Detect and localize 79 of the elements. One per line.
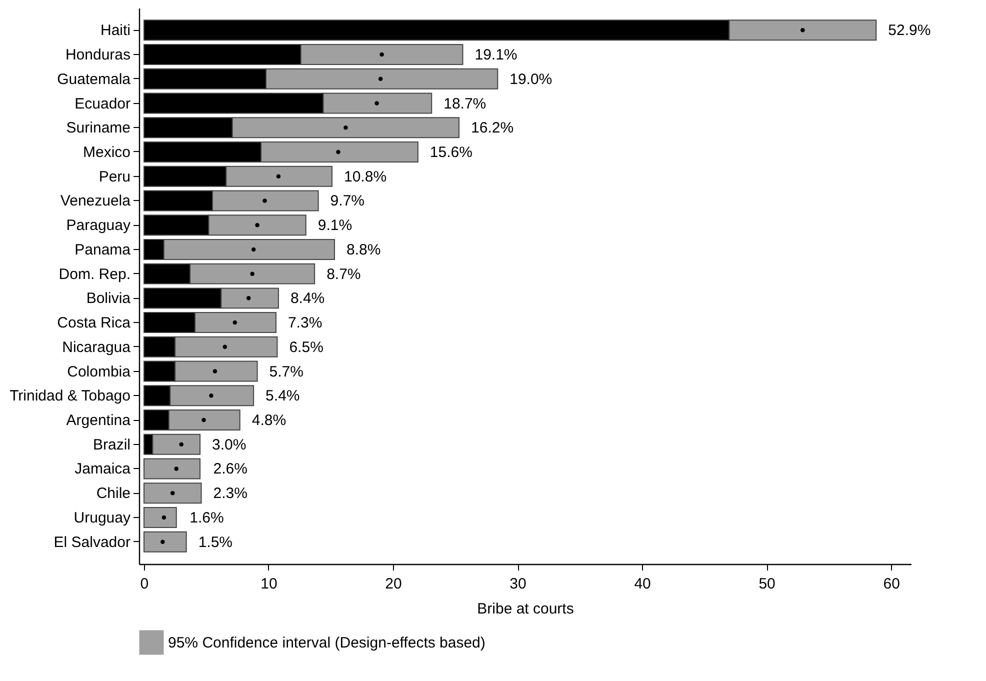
y-tick-label: Argentina	[66, 412, 132, 430]
y-tick-label: Peru	[98, 168, 130, 186]
y-tick-label: Mexico	[82, 144, 130, 161]
point	[251, 247, 256, 252]
annotation: 9.1%	[318, 217, 352, 234]
x-tick-label: 40	[634, 576, 651, 592]
point	[374, 101, 379, 106]
point	[378, 76, 383, 82]
point	[380, 52, 384, 57]
annotation: 7.3%	[288, 314, 322, 332]
y-tick-label: Guatemala	[57, 70, 132, 88]
annotation: 5.4%	[266, 388, 300, 405]
point	[262, 198, 267, 203]
annotation: 8.8%	[346, 241, 381, 258]
point	[170, 490, 175, 496]
annotation: 4.8%	[252, 412, 286, 430]
y-tick-label: Brazil	[92, 436, 130, 454]
point	[255, 222, 260, 228]
bar	[143, 506, 177, 528]
annotation: 15.6%	[430, 144, 472, 161]
y-tick-label: Honduras	[65, 46, 130, 64]
annotation: 8.4%	[290, 290, 325, 308]
bar	[143, 458, 201, 480]
annotation: 10.8%	[344, 168, 387, 186]
bar	[143, 482, 202, 504]
x-tick-label: 0	[140, 576, 149, 592]
y-tick-label: Uruguay	[74, 509, 131, 526]
y-tick-label: Haiti	[100, 22, 130, 40]
annotation: 5.7%	[269, 363, 304, 380]
x-tick-label: 20	[385, 576, 402, 592]
point	[212, 369, 218, 374]
y-tick-label: El Salvador	[54, 534, 130, 551]
annotation: 18.7%	[444, 95, 486, 112]
y-tick-label: Jamaica	[74, 460, 132, 478]
y-tick-label: Paraguay	[66, 217, 131, 234]
point	[209, 394, 214, 398]
y-tick-label: Suriname	[66, 120, 130, 137]
point	[222, 344, 228, 350]
point	[800, 28, 805, 32]
y-tick-label: Costa Rica	[57, 314, 132, 332]
y-tick-label: Trinidad & Tobago	[10, 388, 130, 405]
y-tick-label: Nicaragua	[62, 338, 132, 356]
x-axis-title: Bribe at courts	[477, 600, 574, 618]
point	[162, 515, 166, 520]
point	[179, 442, 184, 446]
annotation: 1.6%	[190, 509, 224, 526]
annotation: 9.7%	[330, 192, 365, 210]
point	[336, 150, 340, 154]
x-tick-label: 50	[758, 576, 776, 592]
annotation: 16.2%	[471, 120, 514, 137]
annotation: 52.9%	[888, 22, 931, 40]
point	[344, 126, 348, 130]
annotation: 2.6%	[213, 460, 248, 478]
point	[276, 174, 281, 178]
x-tick-label: 30	[510, 576, 526, 592]
point	[202, 418, 206, 422]
annotation: 6.5%	[289, 338, 324, 356]
bar	[143, 531, 187, 552]
point	[160, 540, 165, 544]
y-tick-label: Panama	[74, 241, 132, 258]
y-tick-label: Chile	[96, 485, 130, 502]
y-tick-label: Colombia	[67, 363, 132, 380]
y-tick-label: Bolivia	[86, 290, 132, 308]
annotation: 1.5%	[198, 534, 233, 551]
x-tick-label: 10	[260, 576, 278, 592]
x-tick-label: 60	[883, 576, 900, 592]
legend-label: 95% Confidence interval (Design-effects based)	[168, 634, 486, 652]
point	[174, 466, 178, 471]
annotation: 2.3%	[213, 485, 248, 502]
y-tick-label: Venezuela	[60, 192, 132, 210]
annotation: 3.0%	[212, 436, 246, 454]
point	[232, 320, 237, 325]
point	[250, 272, 254, 276]
point	[246, 296, 251, 300]
annotation: 19.0%	[510, 70, 552, 88]
annotation: 19.1%	[474, 46, 518, 64]
y-tick-label: Dom. Rep.	[58, 266, 130, 283]
y-tick-label: Ecuador	[74, 95, 130, 112]
annotation: 8.7%	[326, 266, 361, 283]
